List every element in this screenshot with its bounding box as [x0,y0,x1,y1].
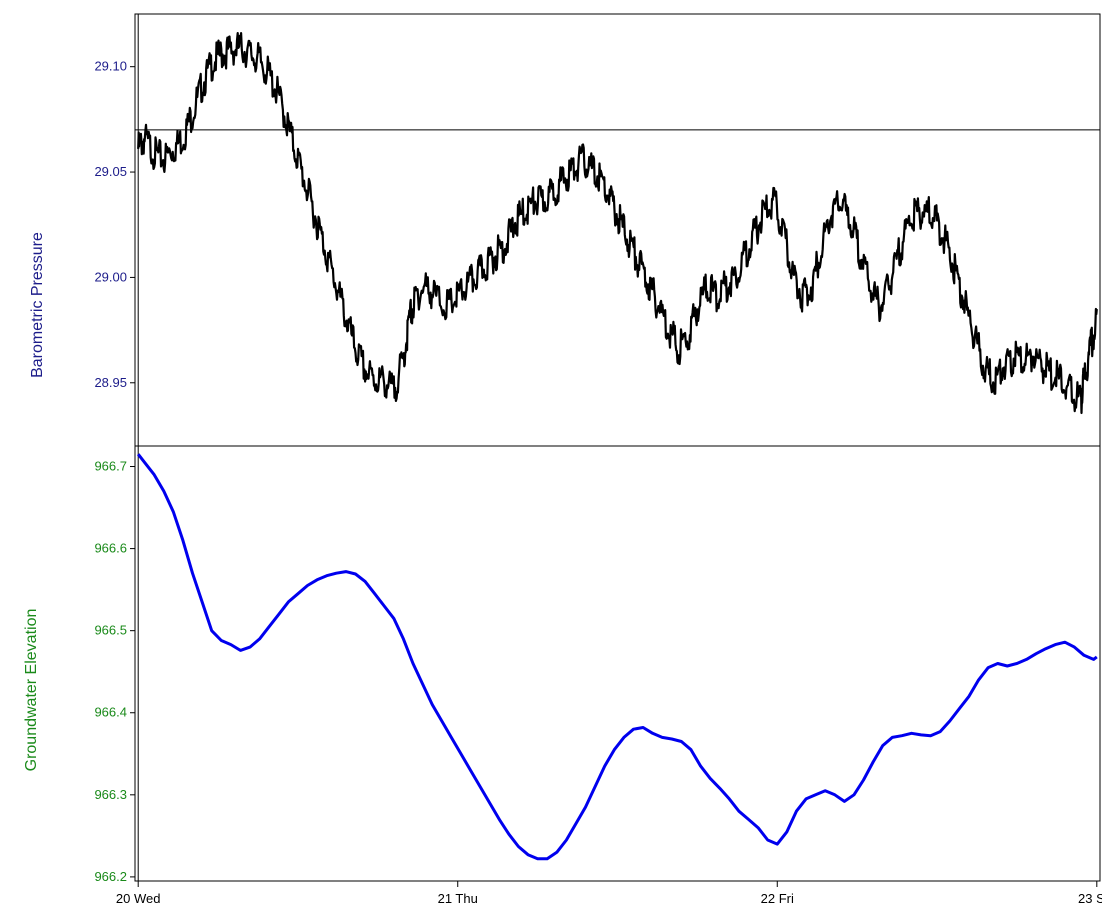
groundwater-y-ticks: 966.2 966.3 966.4 966.5 966.6 966.7 [94,459,135,884]
groundwater-y-tick-label: 966.3 [94,787,127,802]
x-tick-label: 20 Wed [116,891,161,906]
x-tick-label: 23 Sat [1078,891,1102,906]
pressure-y-tick-label: 28.95 [94,375,127,390]
groundwater-y-tick-label: 966.4 [94,705,127,720]
pressure-series-line [137,32,1098,415]
groundwater-series-line [137,453,1098,861]
groundwater-plot-frame [134,445,1101,882]
x-tick-label: 21 Thu [438,891,478,906]
groundwater-y-tick-label: 966.5 [94,623,127,638]
pressure-y-ticks: 28.95 29.00 29.05 29.10 [94,59,135,390]
groundwater-y-axis-title: Groundwater Elevation [23,609,40,772]
pressure-y-axis-title: Barometric Pressure [29,232,46,378]
groundwater-y-tick-label: 966.7 [94,459,127,474]
pressure-y-tick-label: 29.10 [94,59,127,74]
pressure-y-tick-label: 29.00 [94,269,127,284]
groundwater-y-tick-label: 966.6 [94,541,127,556]
x-tick-label: 22 Fri [761,891,794,906]
pressure-series-group [137,32,1098,415]
pressure-reference-lines [135,14,1100,446]
pressure-panel: 28.95 29.00 29.05 29.10 Barometric Pressure [29,13,1101,447]
x-axis-ticks: 20 Wed 21 Thu 22 Fri 23 Sat [116,881,1102,906]
groundwater-series-group [137,453,1098,861]
groundwater-y-tick-label: 966.2 [94,869,127,884]
pressure-y-tick-label: 29.05 [94,164,127,179]
groundwater-panel: 966.2 966.3 966.4 966.5 966.6 966.7 20 Wed 21 … [23,445,1102,906]
